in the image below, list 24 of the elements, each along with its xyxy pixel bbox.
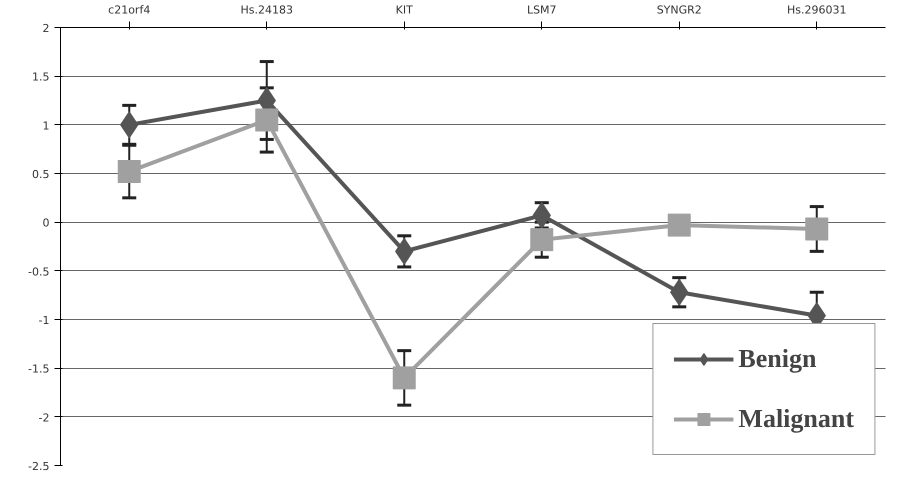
x-tick-label: Hs.296031 <box>787 4 847 16</box>
legend-label: Malignant <box>738 404 854 434</box>
x-tick-label: SYNGR2 <box>656 4 702 16</box>
point <box>118 160 141 184</box>
x-tick-label: Hs.24183 <box>240 4 294 16</box>
y-tick-label: 0 <box>42 216 50 230</box>
y-tick-label: 2 <box>42 22 50 35</box>
point <box>805 217 828 240</box>
y-tick-label: -2 <box>38 411 50 424</box>
point <box>392 366 416 390</box>
legend-label: Benign <box>738 344 816 374</box>
y-tick-label: -0.5 <box>28 265 50 278</box>
point <box>530 228 554 252</box>
y-tick-label: 1.5 <box>32 70 50 84</box>
x-tick-label: c21orf4 <box>108 4 150 16</box>
point <box>668 214 691 237</box>
y-tick-label: 1 <box>42 119 50 132</box>
y-tick-label: 0.5 <box>32 168 50 181</box>
y-tick-label: -1.5 <box>28 362 50 376</box>
x-tick-label: LSM7 <box>526 4 557 16</box>
y-tick-label: -1 <box>38 314 50 327</box>
point <box>255 108 278 132</box>
x-tick-label: KIT <box>396 4 414 16</box>
y-tick-label: -2.5 <box>28 460 50 473</box>
